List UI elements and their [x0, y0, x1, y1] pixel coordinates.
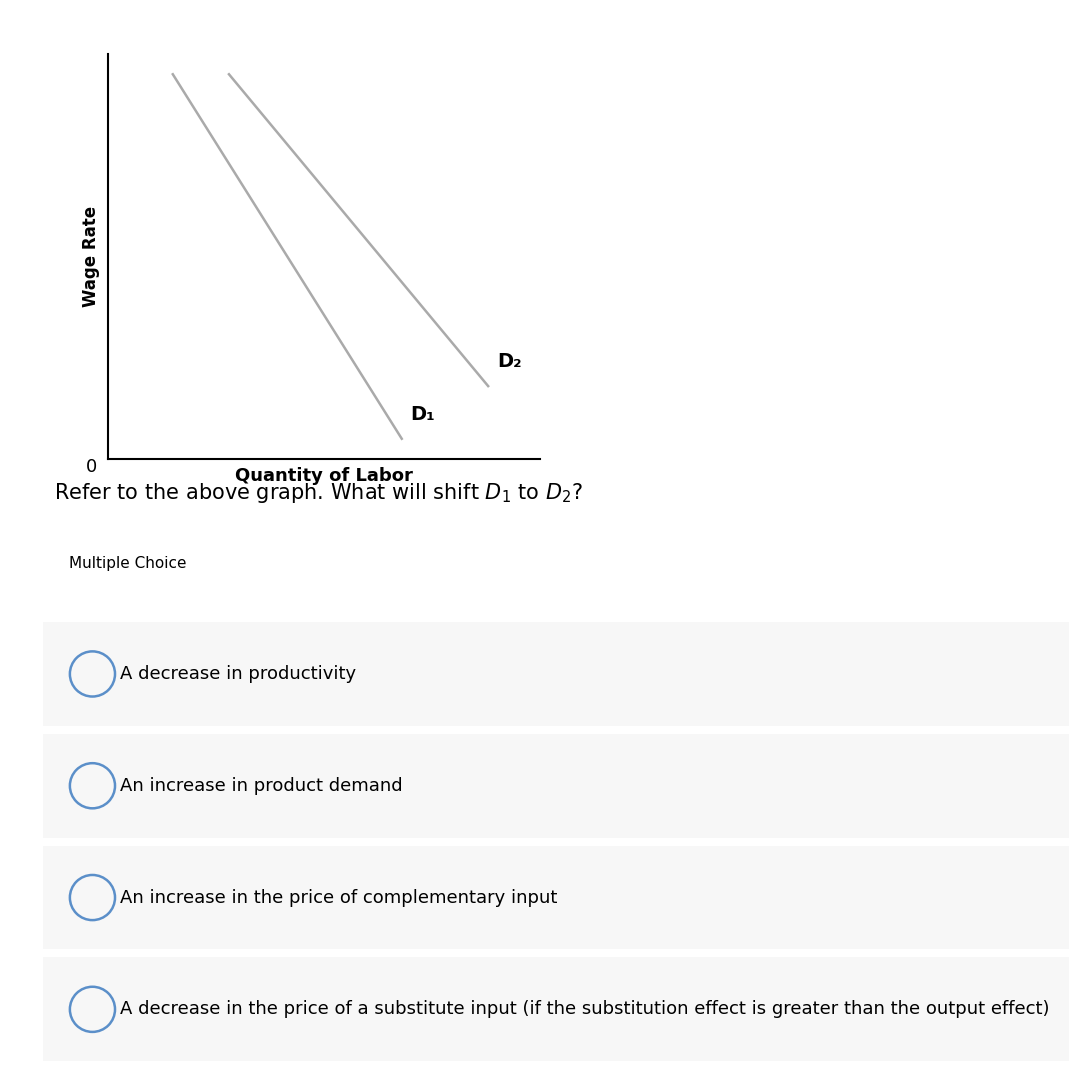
Text: A decrease in the price of a substitute input (if the substitution effect is gre: A decrease in the price of a substitute … — [120, 1000, 1050, 1018]
Bar — [43, 846, 1069, 949]
Bar — [43, 733, 1069, 838]
Text: A decrease in productivity: A decrease in productivity — [120, 665, 356, 683]
Text: D₁: D₁ — [410, 405, 435, 424]
Text: Multiple Choice: Multiple Choice — [69, 556, 187, 571]
Bar — [43, 622, 1069, 726]
Text: D₂: D₂ — [497, 352, 522, 372]
Y-axis label: Wage Rate: Wage Rate — [82, 206, 99, 307]
Text: Refer to the above graph. What will shift $\mathit{D}_1$ to $\mathit{D}_2$?: Refer to the above graph. What will shif… — [54, 481, 583, 504]
Text: An increase in product demand: An increase in product demand — [120, 777, 403, 795]
Bar — [43, 957, 1069, 1062]
X-axis label: Quantity of Labor: Quantity of Labor — [235, 468, 413, 485]
Text: An increase in the price of complementary input: An increase in the price of complementar… — [120, 889, 557, 906]
Text: 0: 0 — [86, 458, 97, 475]
